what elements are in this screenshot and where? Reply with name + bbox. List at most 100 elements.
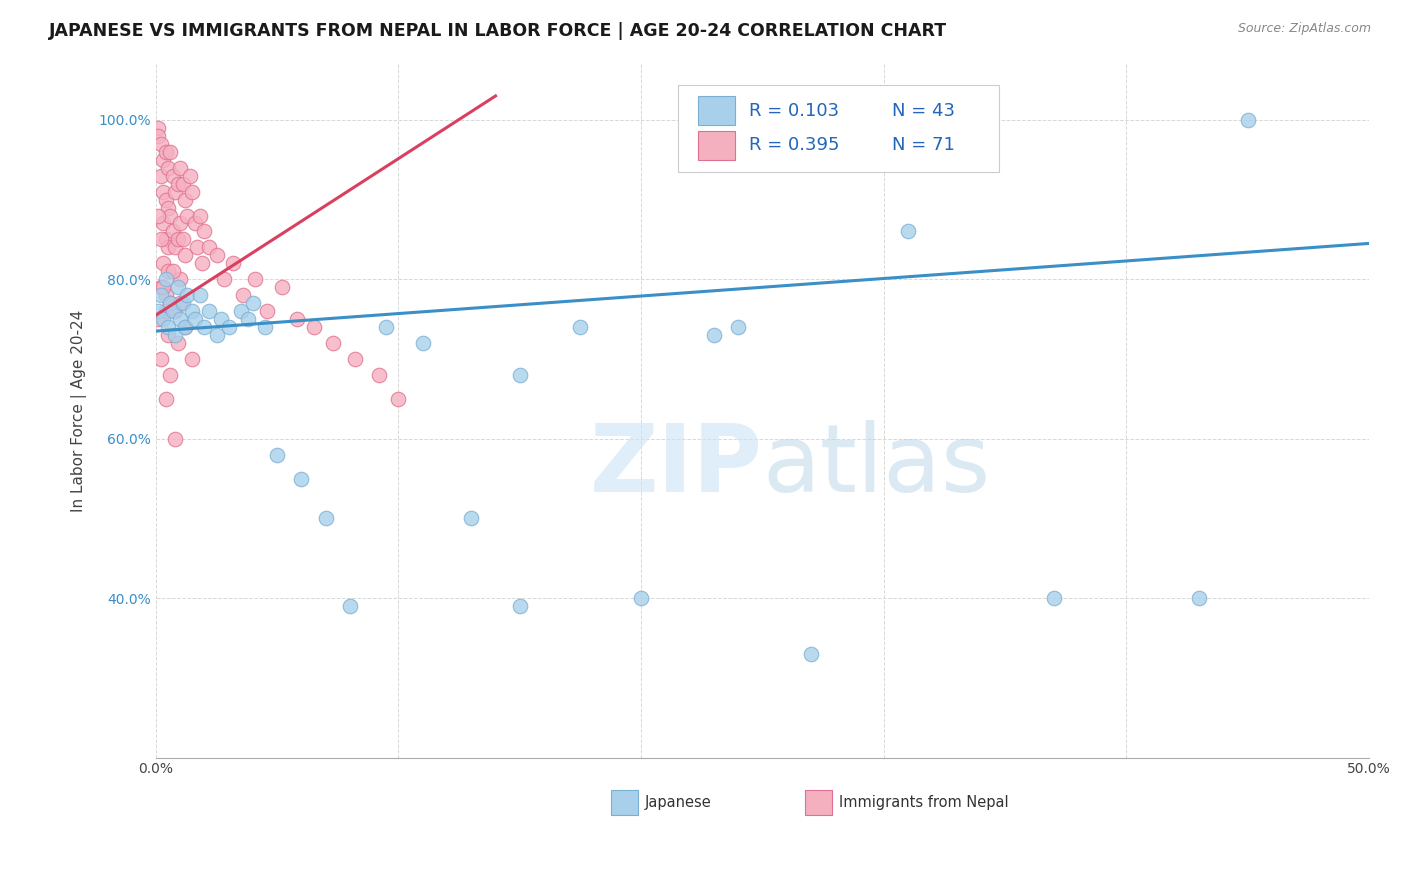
Point <box>188 288 211 302</box>
Point <box>188 209 211 223</box>
Point <box>159 145 181 159</box>
Point <box>162 304 184 318</box>
Point <box>242 296 264 310</box>
Point <box>165 328 187 343</box>
Point <box>159 296 181 310</box>
Point <box>179 169 201 183</box>
Point <box>152 153 174 167</box>
Point <box>165 304 187 318</box>
Point <box>169 161 191 175</box>
Point <box>254 320 277 334</box>
FancyBboxPatch shape <box>806 790 831 815</box>
Point <box>165 240 187 254</box>
Point <box>169 272 191 286</box>
Text: N = 71: N = 71 <box>893 136 955 154</box>
Point <box>181 185 204 199</box>
Point <box>156 264 179 278</box>
Point <box>198 240 221 254</box>
Point <box>266 448 288 462</box>
Point <box>169 296 191 310</box>
Point <box>509 368 531 382</box>
Point <box>166 232 188 246</box>
Point <box>162 264 184 278</box>
Point <box>149 280 172 294</box>
Point <box>271 280 294 294</box>
Point <box>368 368 391 382</box>
Text: JAPANESE VS IMMIGRANTS FROM NEPAL IN LABOR FORCE | AGE 20-24 CORRELATION CHART: JAPANESE VS IMMIGRANTS FROM NEPAL IN LAB… <box>49 22 948 40</box>
Point <box>149 351 172 366</box>
Point <box>155 392 177 406</box>
Point <box>193 320 215 334</box>
Point <box>162 169 184 183</box>
Point <box>155 193 177 207</box>
Point <box>176 288 198 302</box>
Point <box>156 240 179 254</box>
Point <box>149 136 172 151</box>
Point <box>152 280 174 294</box>
Point <box>1188 591 1211 606</box>
FancyBboxPatch shape <box>699 130 734 160</box>
Point <box>193 224 215 238</box>
Point <box>174 320 197 334</box>
Point <box>155 304 177 318</box>
Point <box>165 432 187 446</box>
Point <box>285 312 308 326</box>
Point <box>209 312 232 326</box>
Point <box>165 185 187 199</box>
Point <box>339 599 361 613</box>
Point <box>256 304 278 318</box>
Point <box>703 328 725 343</box>
Point <box>159 296 181 310</box>
Point <box>152 312 174 326</box>
Point <box>152 256 174 270</box>
FancyBboxPatch shape <box>699 96 734 125</box>
Point <box>152 217 174 231</box>
Text: N = 43: N = 43 <box>893 102 955 120</box>
Point <box>181 304 204 318</box>
Point <box>148 312 170 326</box>
Point <box>155 272 177 286</box>
Point <box>176 209 198 223</box>
Point <box>569 320 592 334</box>
Point <box>149 232 172 246</box>
Point <box>222 256 245 270</box>
Point <box>727 320 749 334</box>
Point <box>218 320 240 334</box>
Point <box>290 472 312 486</box>
Point <box>183 217 205 231</box>
Text: R = 0.103: R = 0.103 <box>749 102 839 120</box>
Y-axis label: In Labor Force | Age 20-24: In Labor Force | Age 20-24 <box>72 310 87 512</box>
Point <box>198 304 221 318</box>
Point <box>205 328 228 343</box>
Point <box>156 161 179 175</box>
Point <box>156 320 179 334</box>
Point <box>148 304 170 318</box>
Point <box>174 248 197 262</box>
Text: Japanese: Japanese <box>645 795 711 810</box>
FancyBboxPatch shape <box>610 790 637 815</box>
Point <box>148 209 170 223</box>
Point <box>236 312 259 326</box>
Point <box>897 224 920 238</box>
Point <box>159 209 181 223</box>
Point <box>162 224 184 238</box>
Point <box>375 320 398 334</box>
FancyBboxPatch shape <box>678 85 1000 171</box>
Point <box>387 392 409 406</box>
Point <box>800 647 823 661</box>
Point <box>181 351 204 366</box>
Point <box>460 511 482 525</box>
Point <box>1042 591 1064 606</box>
Point <box>302 320 325 334</box>
Point <box>172 296 194 310</box>
Point <box>156 328 179 343</box>
Point <box>159 368 181 382</box>
Point <box>166 280 188 294</box>
Point <box>155 288 177 302</box>
Text: Source: ZipAtlas.com: Source: ZipAtlas.com <box>1237 22 1371 36</box>
Point <box>322 336 344 351</box>
Point <box>232 288 254 302</box>
Point <box>509 599 531 613</box>
Text: Immigrants from Nepal: Immigrants from Nepal <box>839 795 1008 810</box>
Point <box>1236 112 1258 127</box>
